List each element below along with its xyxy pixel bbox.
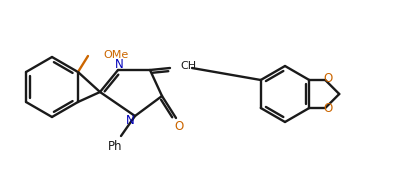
- Text: O: O: [324, 102, 333, 115]
- Text: N: N: [115, 58, 124, 71]
- Text: Ph: Ph: [108, 140, 122, 153]
- Text: OMe: OMe: [103, 50, 128, 60]
- Text: CH: CH: [180, 61, 196, 71]
- Text: O: O: [174, 121, 184, 134]
- Text: O: O: [324, 73, 333, 85]
- Text: N: N: [126, 115, 134, 127]
